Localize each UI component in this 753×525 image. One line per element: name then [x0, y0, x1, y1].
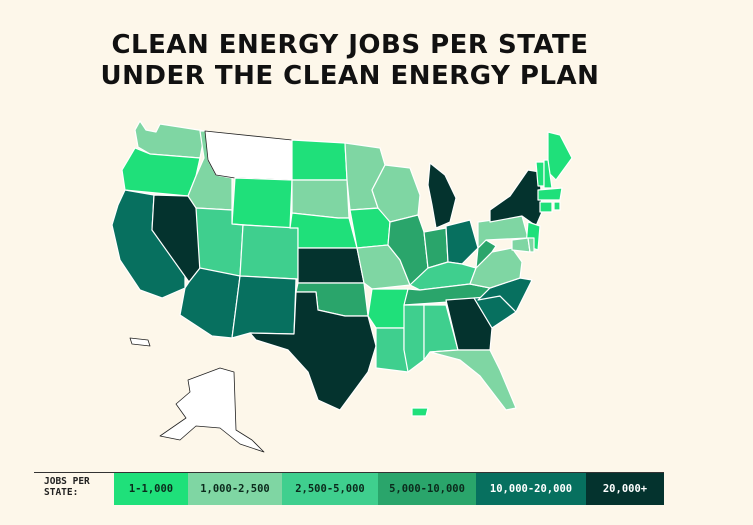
state-nh: [543, 159, 553, 189]
legend-title-line-2: STATE:: [44, 487, 79, 498]
state-ma: [537, 187, 563, 201]
state-vt: [535, 161, 545, 187]
state-mt: [204, 130, 293, 181]
legend-bin-2: 1,000-2,500: [188, 473, 282, 505]
legend-title-line-1: JOBS PER: [44, 476, 90, 487]
state-fl: [429, 349, 517, 411]
state-nd: [291, 139, 348, 181]
state-ks: [297, 247, 365, 284]
state-tx: [249, 291, 377, 411]
state-me: [547, 131, 573, 181]
state-hi: [129, 337, 151, 347]
state-in: [423, 227, 449, 269]
legend-title: JOBS PER STATE:: [34, 473, 114, 505]
state-wy: [231, 177, 293, 229]
title-line-1: CLEAN ENERGY JOBS PER STATE: [111, 30, 589, 60]
legend: JOBS PER STATE: 1-1,000 1,000-2,500 2,50…: [34, 472, 664, 505]
state-de: [527, 237, 535, 253]
us-choropleth-map: [111, 120, 573, 453]
state-ga: [445, 297, 493, 351]
state-ri: [553, 201, 561, 211]
legend-bin-4: 5,000-10,000: [378, 473, 476, 505]
state-ar: [367, 288, 409, 329]
state-nm: [231, 275, 297, 339]
state-pr: [411, 407, 429, 417]
state-mi: [427, 162, 457, 229]
state-ny: [489, 169, 543, 227]
state-sd: [291, 179, 350, 219]
map-title: CLEAN ENERGY JOBS PER STATE UNDER THE CL…: [0, 30, 700, 92]
state-oh: [445, 219, 479, 265]
state-ne: [289, 212, 358, 249]
state-ak: [159, 367, 265, 453]
title-line-2: UNDER THE CLEAN ENERGY PLAN: [100, 61, 600, 91]
state-co: [239, 224, 299, 280]
state-wv: [475, 239, 497, 269]
legend-bin-5: 10,000-20,000: [476, 473, 586, 505]
state-ms: [403, 304, 425, 373]
state-ct: [539, 201, 553, 213]
legend-bin-6: 20,000+: [586, 473, 664, 505]
state-md: [511, 237, 531, 253]
legend-bin-3: 2,500-5,000: [282, 473, 378, 505]
legend-bin-1: 1-1,000: [114, 473, 188, 505]
